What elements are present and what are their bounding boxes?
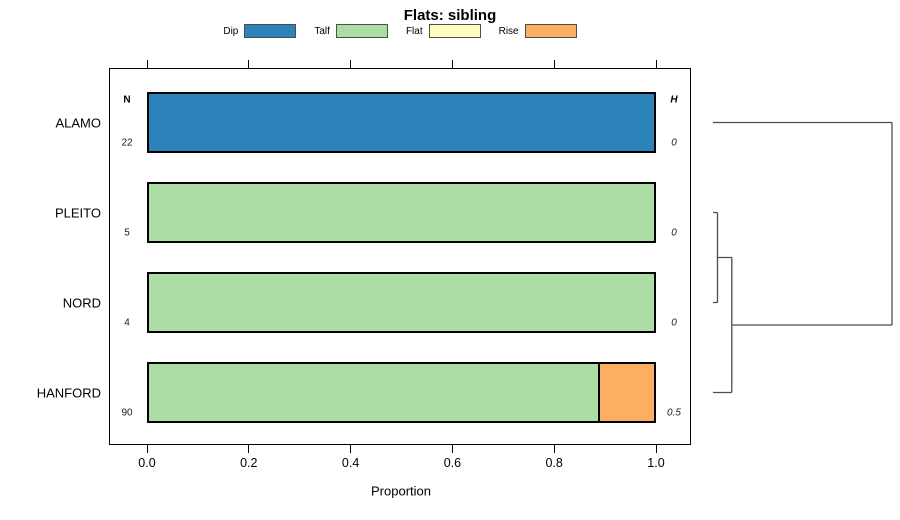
n-value: 4: [124, 317, 130, 329]
n-value: 5: [124, 227, 130, 239]
x-axis-tick-bottom: [248, 445, 250, 453]
legend-swatch-icon: [524, 24, 577, 38]
legend: Dip Talf Flat Rise: [109, 24, 691, 38]
legend-swatch-icon: [428, 24, 481, 38]
bar-segment-talf: [147, 362, 600, 423]
legend-label: Dip: [223, 25, 239, 37]
x-axis-tick-label: 0.8: [545, 456, 563, 470]
x-axis-tick-label: 0.4: [341, 456, 360, 470]
bar-segment-dip: [147, 92, 656, 153]
bar-segment-talf: [147, 272, 656, 333]
legend-item-dip: Dip: [223, 24, 297, 38]
legend-item-talf: Talf: [314, 24, 388, 38]
x-axis-tick-bottom: [146, 445, 148, 453]
bar-segment-talf: [147, 182, 656, 243]
x-axis-tick-label: 0.2: [240, 456, 258, 470]
dendrogram-link-2: [713, 121, 893, 326]
h-column-header: H: [670, 94, 678, 106]
n-column-header: N: [123, 94, 131, 106]
legend-swatch-icon: [244, 24, 297, 38]
x-axis-tick-top: [146, 60, 148, 68]
category-label-alamo: ALAMO: [55, 115, 101, 130]
bar-segment-rise: [597, 362, 656, 423]
legend-label: Talf: [314, 25, 330, 37]
category-label-nord: NORD: [62, 295, 101, 310]
category-label-pleito: PLEITO: [54, 205, 101, 220]
dendrogram-link-0: [713, 211, 719, 304]
legend-item-rise: Rise: [499, 24, 577, 38]
x-axis-tick-top: [553, 60, 555, 68]
x-axis-tick-label: 0.6: [443, 456, 462, 470]
legend-item-flat: Flat: [406, 24, 481, 38]
x-axis-tick-bottom: [451, 445, 453, 453]
legend-label: Rise: [498, 25, 519, 37]
h-value: 0: [671, 137, 677, 149]
h-value: 0.5: [667, 407, 681, 419]
dendrogram-link-1: [713, 256, 733, 394]
x-axis-tick-top: [350, 60, 352, 68]
x-axis-tick-top: [451, 60, 453, 68]
plot-area-border: [109, 68, 691, 445]
h-value: 0: [671, 317, 677, 329]
n-value: 90: [121, 407, 133, 419]
chart-title: Flats: sibling: [403, 7, 497, 24]
legend-label: Flat: [405, 25, 423, 37]
x-axis-tick-bottom: [350, 445, 352, 453]
legend-swatch-icon: [335, 24, 388, 38]
x-axis-tick-label: 0.0: [138, 456, 156, 470]
h-value: 0: [671, 227, 677, 239]
category-label-hanford: HANFORD: [36, 385, 101, 400]
n-value: 22: [121, 137, 133, 149]
x-axis-title: Proportion: [371, 483, 431, 499]
x-axis-tick-bottom: [655, 445, 657, 453]
x-axis-tick-bottom: [553, 445, 555, 453]
x-axis-tick-label: 1.0: [647, 456, 665, 470]
x-axis-tick-top: [248, 60, 250, 68]
x-axis-tick-top: [655, 60, 657, 68]
